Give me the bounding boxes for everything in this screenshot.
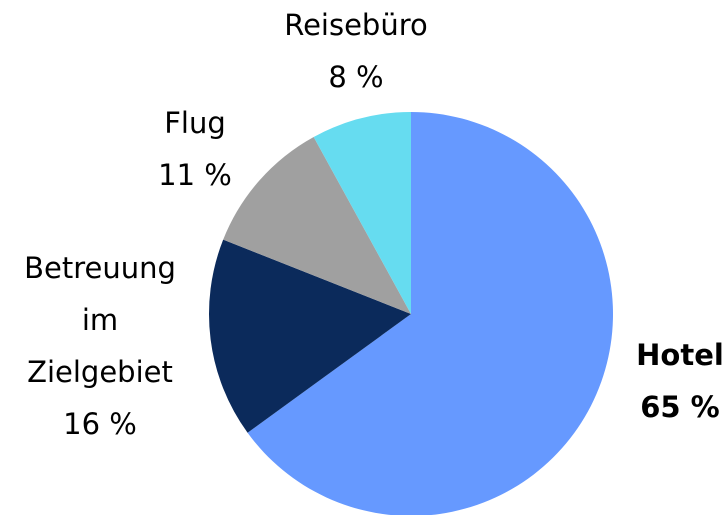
value-label: 11 % xyxy=(158,158,232,192)
pie-slice xyxy=(223,136,411,314)
pie-slice xyxy=(313,112,411,314)
pie-slice xyxy=(209,239,411,433)
slice-label: Reisebüro xyxy=(284,8,428,42)
value-label: 8 % xyxy=(328,60,383,94)
slice-label: Hotel xyxy=(636,338,724,372)
value-label: 16 % xyxy=(63,407,137,441)
slice-label: Flug xyxy=(164,106,226,140)
slice-label: Betreuung im Zielgebiet xyxy=(24,251,176,389)
value-label: 65 % xyxy=(640,390,720,424)
pie-slice xyxy=(247,112,613,515)
